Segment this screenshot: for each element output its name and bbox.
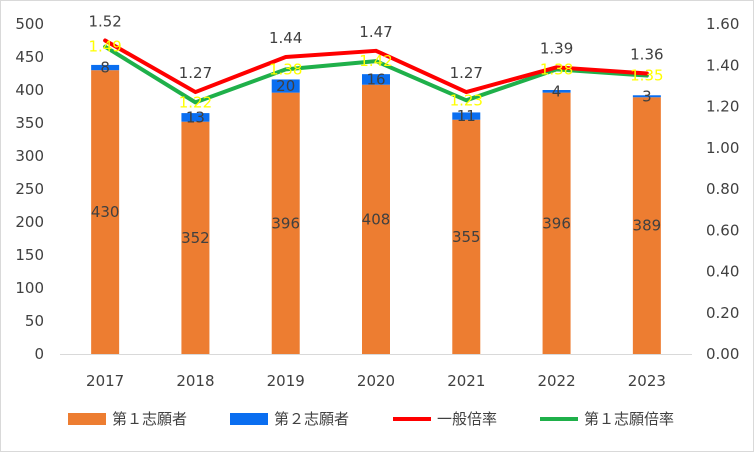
right-axis-tick-label: 0.00: [706, 345, 739, 363]
left-axis-tick-label: 200: [15, 213, 44, 231]
line-labels: 1.52 1.27 1.44 1.47 1.27 1.39 1.36 1.49 1.22 1.38…: [88, 13, 663, 112]
x-axis-tick-label: 2020: [357, 372, 395, 390]
general-ratio-data-label: 1.52: [88, 13, 121, 31]
legend-swatch: [230, 413, 268, 425]
bar-second-choice-data-label: 16: [366, 70, 385, 88]
bar-first-choice: [452, 119, 481, 354]
first-choice-ratio-data-label: 1.38: [269, 60, 302, 78]
bar-second-choice: [362, 74, 390, 85]
x-axis-tick-label: 2023: [628, 372, 666, 390]
bar-first-choice-data-label: 352: [181, 229, 210, 247]
left-axis-tick-label: 50: [25, 312, 44, 330]
bar-second-choice: [542, 90, 571, 93]
bar-second-choice-data-label: 13: [186, 108, 205, 126]
left-axis-tick-label: 400: [15, 81, 44, 99]
legend-item-second-choice: 第２志願者: [230, 410, 349, 428]
right-axis-tick-label: 1.40: [706, 56, 739, 74]
bar-second-choice: [452, 112, 481, 120]
left-axis-tick-label: 100: [15, 279, 44, 297]
general-ratio-data-label: 1.27: [450, 64, 483, 82]
line-series-general-ratio: [103, 38, 649, 95]
bar-first-choice: [542, 92, 571, 354]
first-choice-ratio-data-label: 1.49: [88, 38, 121, 56]
right-axis-tick-label: 0.80: [706, 180, 739, 198]
legend-item-general-ratio: 一般倍率: [393, 410, 497, 428]
left-axis: 0 50 100 150 200 250 300 350 400 450 500: [15, 15, 44, 363]
x-axis-tick-label: 2018: [176, 372, 214, 390]
left-axis-tick-label: 0: [34, 345, 44, 363]
general-ratio-data-label: 1.27: [179, 64, 212, 82]
general-ratio-data-label: 1.36: [630, 46, 663, 64]
bar-second-choice-data-label: 3: [642, 87, 652, 105]
bar-first-choice-data-label: 396: [542, 214, 571, 232]
general-ratio-data-label: 1.44: [269, 29, 302, 47]
x-axis-tick-label: 2022: [537, 372, 575, 390]
x-axis: 2017 2018 2019 2020 2021 2022 2023: [60, 354, 692, 390]
bar-first-choice: [181, 121, 210, 355]
bar-first-choice: [362, 84, 390, 354]
legend-label: 第２志願者: [274, 410, 349, 428]
bar-second-choice-data-label: 11: [457, 107, 476, 125]
lines: [103, 38, 649, 105]
left-axis-tick-label: 500: [15, 15, 44, 33]
left-axis-tick-label: 450: [15, 48, 44, 66]
right-axis-tick-label: 0.40: [706, 263, 739, 281]
general-ratio-data-label: 1.39: [540, 39, 573, 57]
x-axis-tick-label: 2017: [86, 372, 124, 390]
right-axis-tick-label: 1.20: [706, 98, 739, 116]
bar-first-choice-data-label: 396: [271, 214, 300, 232]
first-choice-ratio-data-label: 1.23: [450, 91, 483, 109]
legend-swatch: [68, 413, 106, 425]
right-axis-tick-label: 0.20: [706, 304, 739, 322]
first-choice-ratio-data-label: 1.35: [630, 67, 663, 85]
left-axis-tick-label: 150: [15, 246, 44, 264]
bars: [91, 64, 661, 355]
legend-label: 一般倍率: [437, 410, 497, 428]
bar-second-choice: [271, 79, 300, 93]
x-axis-tick-label: 2021: [447, 372, 485, 390]
first-choice-ratio-data-label: 1.22: [179, 93, 212, 111]
bar-second-choice: [632, 95, 661, 98]
general-ratio-data-label: 1.47: [359, 23, 392, 41]
right-axis-tick-label: 0.60: [706, 221, 739, 239]
bar-second-choice-data-label: 8: [100, 59, 110, 77]
left-axis-tick-label: 250: [15, 180, 44, 198]
first-choice-ratio-data-label: 1.38: [540, 60, 573, 78]
x-axis-tick-label: 2019: [267, 372, 305, 390]
bar-first-choice-data-label: 408: [362, 210, 391, 228]
bar-second-choice: [181, 113, 210, 122]
bar-first-choice-data-label: 389: [633, 217, 662, 235]
first-choice-ratio-data-label: 1.42: [359, 52, 392, 70]
right-axis-tick-label: 1.00: [706, 139, 739, 157]
legend-label: 第１志願倍率: [584, 410, 674, 428]
bar-first-choice: [91, 70, 120, 354]
bar-second-choice-data-label: 4: [552, 82, 562, 100]
bar-first-choice-data-label: 430: [91, 203, 120, 221]
right-axis-tick-label: 1.60: [706, 15, 739, 33]
right-axis: 0.00 0.20 0.40 0.60 0.80 1.00 1.20 1.40 1.60: [706, 15, 739, 363]
bar-first-choice: [632, 97, 661, 354]
left-axis-tick-label: 350: [15, 114, 44, 132]
bar-second-choice-data-label: 20: [276, 77, 295, 95]
left-axis-tick-label: 300: [15, 147, 44, 165]
bar-second-choice: [91, 64, 120, 71]
legend: 第１志願者 第２志願者 一般倍率 第１志願倍率: [68, 410, 674, 428]
bar-first-choice: [271, 92, 300, 354]
legend-item-first-choice: 第１志願者: [68, 410, 187, 428]
legend-label: 第１志願者: [112, 410, 187, 428]
bar-first-choice-data-label: 355: [452, 228, 481, 246]
legend-item-first-choice-ratio: 第１志願倍率: [540, 410, 674, 428]
bar-labels: 430 8 352 13 396 20 408 16 355 11 396 4 389 3: [91, 59, 661, 247]
